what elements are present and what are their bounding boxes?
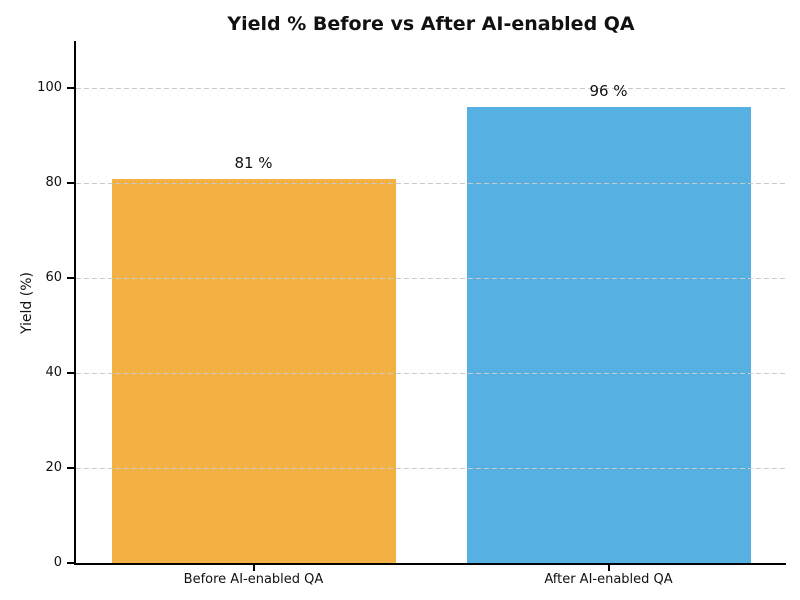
- y-tick-mark-20: [67, 467, 74, 470]
- bar-0: [111, 178, 396, 563]
- chart-title: Yield % Before vs After AI-enabled QA: [227, 13, 635, 35]
- bar-value-label-0: 81 %: [234, 153, 273, 172]
- y-tick-mark-40: [67, 372, 74, 375]
- y-tick-label-40: 40: [45, 365, 62, 381]
- y-tick-label-0: 0: [53, 555, 62, 570]
- gridline-100: [76, 88, 786, 90]
- x-tick-mark-0: [252, 565, 255, 571]
- y-tick-mark-0: [67, 562, 74, 564]
- y-tick-label-80: 80: [45, 175, 62, 191]
- bar-value-label-1: 96 %: [589, 82, 628, 101]
- x-tick-label-0: Before AI-enabled QA: [183, 572, 324, 587]
- x-tick-mark-1: [607, 565, 610, 571]
- y-tick-mark-60: [67, 277, 74, 280]
- bar-1: [466, 107, 751, 563]
- x-tick-label-1: After AI-enabled QA: [544, 572, 673, 587]
- gridline-60: [76, 278, 786, 280]
- gridline-20: [76, 468, 786, 470]
- gridline-80: [76, 183, 786, 185]
- y-tick-label-20: 20: [45, 460, 62, 476]
- gridline-40: [76, 373, 786, 375]
- y-axis-label: Yield (%): [19, 272, 35, 335]
- y-tick-mark-100: [67, 87, 74, 90]
- plot-area: 81 % 96 %: [76, 41, 786, 563]
- y-tick-label-60: 60: [45, 270, 62, 286]
- x-axis-spine: [74, 563, 786, 565]
- y-axis-spine: [74, 41, 76, 565]
- y-tick-mark-80: [67, 182, 74, 185]
- y-tick-label-100: 100: [37, 80, 62, 96]
